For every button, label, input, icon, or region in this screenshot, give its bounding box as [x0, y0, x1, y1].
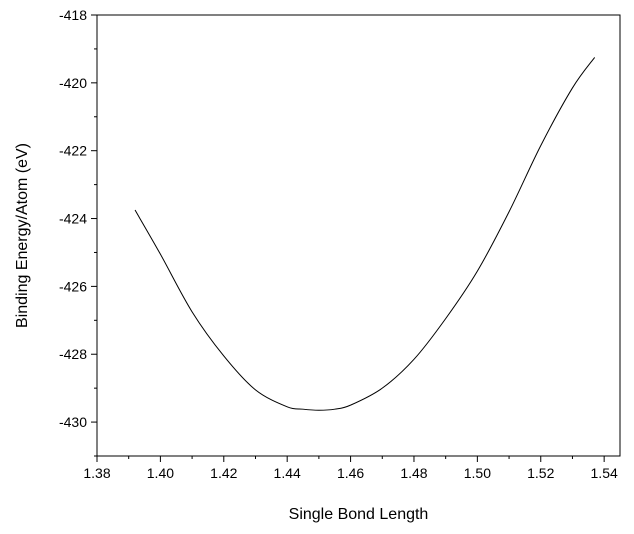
y-tick-label: -418 [59, 7, 87, 23]
x-tick-label: 1.42 [210, 465, 237, 481]
axis-labels: Single Bond Length Binding Energy/Atom (… [14, 143, 428, 523]
x-tick-label: 1.46 [337, 465, 364, 481]
y-tick-label: -420 [59, 75, 87, 91]
x-axis-label: Single Bond Length [289, 506, 429, 523]
y-tick-label: -430 [59, 414, 87, 430]
plot-area-border [96, 14, 621, 457]
y-axis-ticks: -430 -428 -426 -424 -422 -420 -418 [59, 7, 97, 457]
plot-frame [96, 14, 621, 457]
y-tick-label: -426 [59, 278, 87, 294]
x-tick-label: 1.38 [83, 465, 110, 481]
y-tick-label: -424 [59, 211, 87, 227]
series-line [134, 57, 596, 411]
x-tick-label: 1.48 [400, 465, 427, 481]
x-tick-label: 1.52 [527, 465, 554, 481]
y-tick-label: -428 [59, 346, 87, 362]
x-tick-label: 1.54 [591, 465, 618, 481]
y-axis-label: Binding Energy/Atom (eV) [14, 143, 31, 328]
y-tick-label: -422 [59, 143, 87, 159]
series-layer [134, 57, 596, 411]
x-tick-label: 1.40 [147, 465, 174, 481]
x-tick-label: 1.44 [274, 465, 301, 481]
x-axis-ticks: 1.38 1.40 1.42 1.44 1.46 1.48 1.50 1.52 1.54 [83, 456, 618, 481]
x-tick-label: 1.50 [464, 465, 491, 481]
